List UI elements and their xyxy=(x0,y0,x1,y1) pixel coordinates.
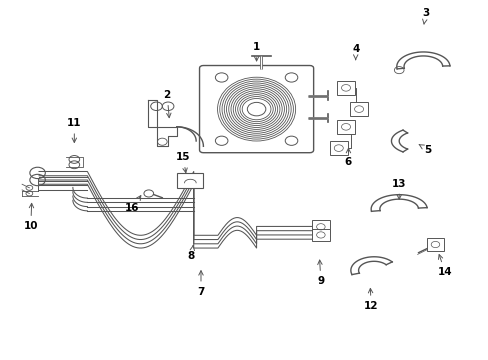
Text: 8: 8 xyxy=(187,246,195,261)
Text: 10: 10 xyxy=(23,203,38,231)
Text: 3: 3 xyxy=(421,8,428,24)
Text: 9: 9 xyxy=(317,260,324,286)
FancyBboxPatch shape xyxy=(311,229,329,241)
Text: 6: 6 xyxy=(344,148,351,167)
Text: 1: 1 xyxy=(252,42,260,61)
Text: 13: 13 xyxy=(391,179,406,199)
Text: 2: 2 xyxy=(163,90,171,118)
FancyBboxPatch shape xyxy=(311,220,329,233)
Text: 5: 5 xyxy=(418,145,431,155)
Text: 14: 14 xyxy=(437,255,451,277)
FancyBboxPatch shape xyxy=(177,172,203,188)
FancyBboxPatch shape xyxy=(349,102,367,116)
Text: 7: 7 xyxy=(197,271,204,297)
FancyBboxPatch shape xyxy=(199,66,313,153)
FancyBboxPatch shape xyxy=(336,81,354,95)
FancyBboxPatch shape xyxy=(336,120,354,134)
Text: 4: 4 xyxy=(351,44,359,59)
Text: 11: 11 xyxy=(67,118,81,143)
FancyBboxPatch shape xyxy=(329,141,347,155)
FancyBboxPatch shape xyxy=(426,238,443,251)
Text: 15: 15 xyxy=(176,152,190,173)
Text: 12: 12 xyxy=(363,288,378,311)
Text: 16: 16 xyxy=(125,195,141,213)
